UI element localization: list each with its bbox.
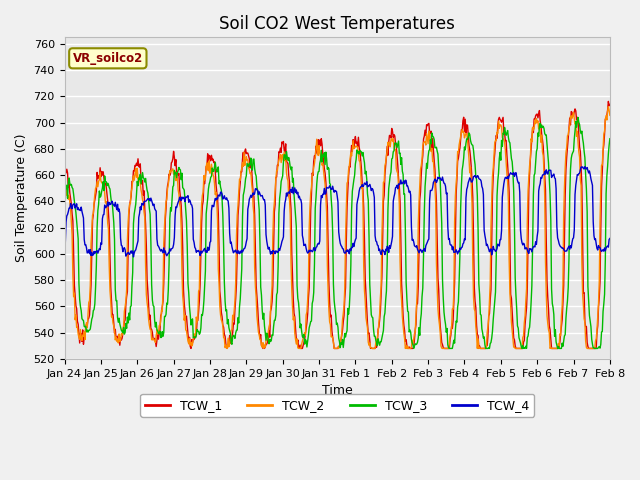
TCW_2 xyxy=(223,346,231,351)
TCW_4 xyxy=(581,164,589,169)
TCW_1 xyxy=(436,323,444,328)
TCW_1 xyxy=(205,160,212,166)
X-axis label: Time: Time xyxy=(322,384,353,397)
TCW_1 xyxy=(557,331,564,336)
TCW_3 xyxy=(574,115,582,120)
TCW_3 xyxy=(436,178,444,184)
TCW_3 xyxy=(410,346,417,351)
TCW_2 xyxy=(605,104,612,109)
TCW_2 xyxy=(383,154,390,159)
TCW_4 xyxy=(181,199,189,204)
TCW_2 xyxy=(61,184,68,190)
Y-axis label: Soil Temperature (C): Soil Temperature (C) xyxy=(15,134,28,263)
Line: TCW_1: TCW_1 xyxy=(65,101,610,348)
Line: TCW_2: TCW_2 xyxy=(65,107,610,348)
TCW_1 xyxy=(187,346,195,351)
TCW_2 xyxy=(557,333,564,338)
TCW_3 xyxy=(606,136,614,142)
TCW_4 xyxy=(383,248,390,254)
TCW_1 xyxy=(606,102,614,108)
TCW_1 xyxy=(605,98,612,104)
TCW_3 xyxy=(204,196,212,202)
TCW_4 xyxy=(436,175,444,181)
TCW_4 xyxy=(205,248,212,253)
TCW_4 xyxy=(557,244,564,250)
TCW_2 xyxy=(436,330,444,336)
Line: TCW_3: TCW_3 xyxy=(65,118,610,348)
Title: Soil CO2 West Temperatures: Soil CO2 West Temperatures xyxy=(220,15,455,33)
TCW_2 xyxy=(606,112,614,118)
TCW_2 xyxy=(180,317,188,323)
TCW_3 xyxy=(329,229,337,235)
TCW_3 xyxy=(180,187,188,193)
TCW_3 xyxy=(557,346,564,351)
TCW_2 xyxy=(330,340,337,346)
TCW_3 xyxy=(61,190,68,195)
TCW_3 xyxy=(382,297,390,302)
TCW_4 xyxy=(330,187,337,192)
TCW_4 xyxy=(130,254,138,260)
TCW_4 xyxy=(61,241,68,247)
Line: TCW_4: TCW_4 xyxy=(65,167,610,257)
TCW_1 xyxy=(383,154,390,159)
TCW_1 xyxy=(330,339,337,345)
TCW_4 xyxy=(606,236,614,241)
TCW_1 xyxy=(180,300,188,306)
TCW_1 xyxy=(61,165,68,171)
Text: VR_soilco2: VR_soilco2 xyxy=(73,52,143,65)
Legend: TCW_1, TCW_2, TCW_3, TCW_4: TCW_1, TCW_2, TCW_3, TCW_4 xyxy=(140,394,534,417)
TCW_2 xyxy=(204,167,212,172)
